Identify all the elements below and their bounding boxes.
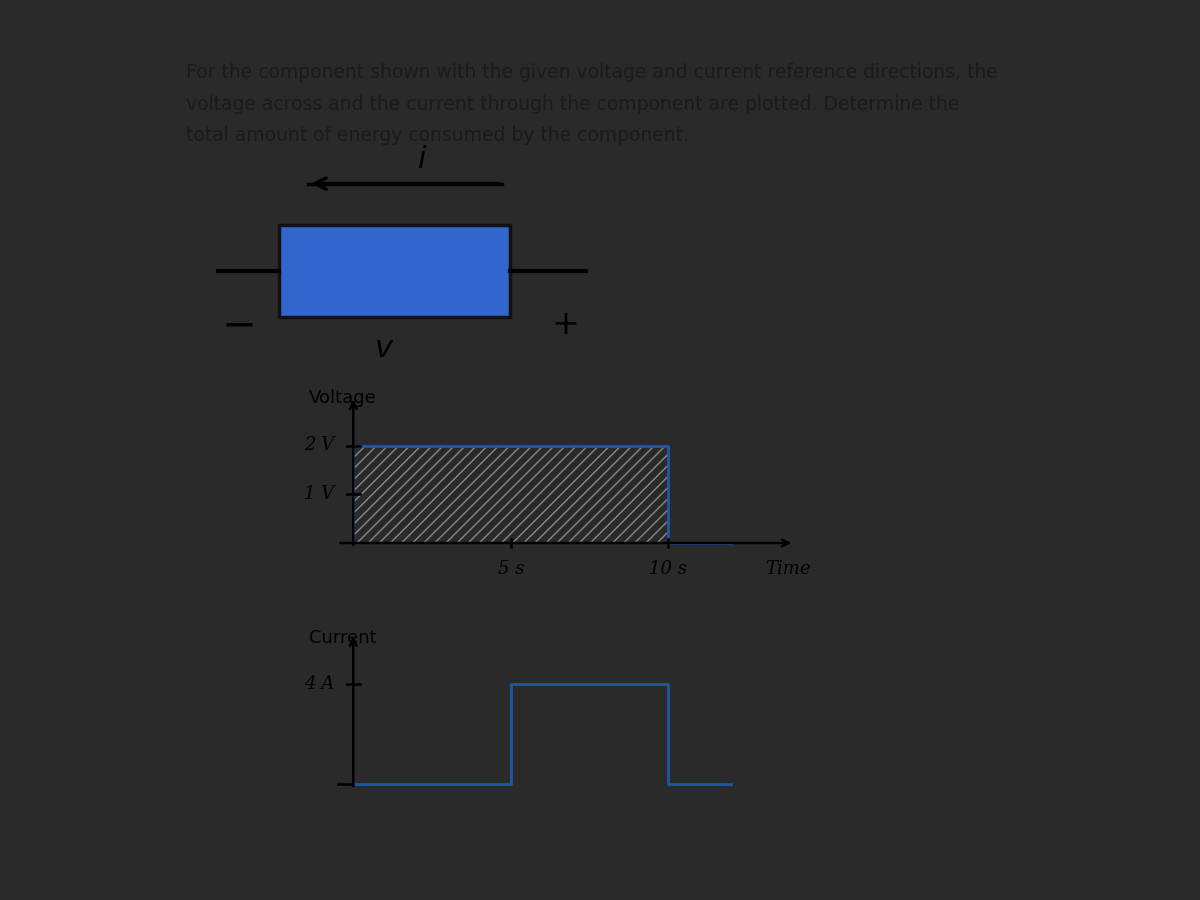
Text: $v$: $v$ (373, 333, 395, 364)
Text: Voltage: Voltage (310, 390, 377, 408)
Text: 5 s: 5 s (498, 560, 524, 578)
Text: $+$: $+$ (552, 308, 577, 341)
Text: 1 V: 1 V (304, 485, 335, 503)
Text: 4 A: 4 A (304, 675, 335, 693)
Bar (278, 225, 510, 318)
Text: voltage across and the current through the component are plotted. Determine the: voltage across and the current through t… (186, 94, 959, 113)
Text: For the component shown with the given voltage and current reference directions,: For the component shown with the given v… (186, 63, 997, 82)
Text: $-$: $-$ (221, 303, 253, 346)
Text: Time: Time (766, 560, 811, 578)
Text: 10 s: 10 s (649, 560, 688, 578)
Text: $i$: $i$ (416, 145, 427, 174)
Text: total amount of energy consumed by the component.: total amount of energy consumed by the c… (186, 126, 689, 145)
Text: Current: Current (310, 628, 377, 646)
Text: 2 V: 2 V (304, 436, 335, 454)
